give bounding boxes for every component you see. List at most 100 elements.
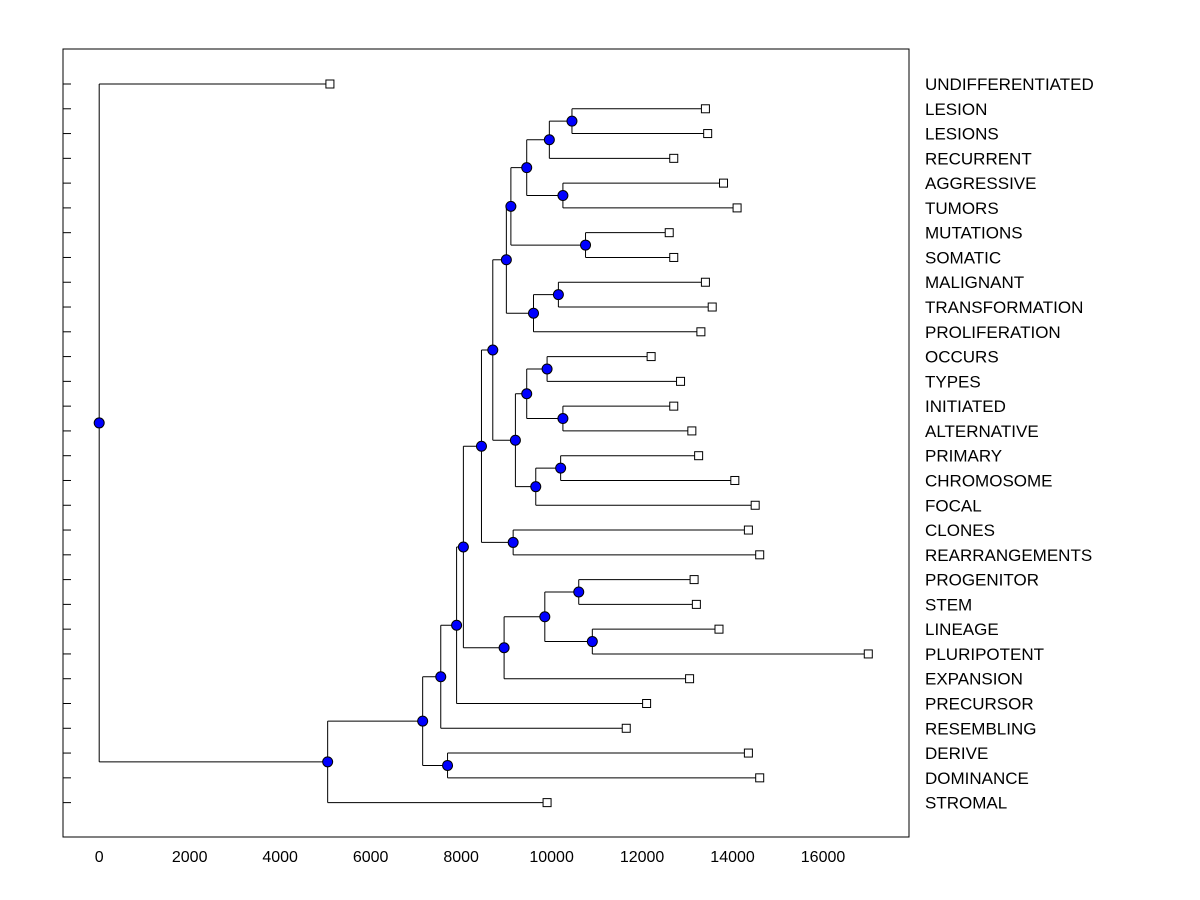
leaf-marker — [676, 376, 686, 386]
leaf-marker — [646, 352, 656, 362]
plot-frame — [62, 48, 910, 838]
leaf-marker — [664, 228, 674, 238]
dendrogram-links — [98, 83, 869, 804]
leaf-label: MUTATIONS — [925, 224, 1023, 243]
leaf-label: STEM — [925, 595, 972, 614]
leaf-label: PRECURSOR — [925, 695, 1034, 714]
leaf-label: PLURIPOTENT — [925, 645, 1044, 664]
leaf-label: LESIONS — [925, 125, 999, 144]
merge-node — [573, 586, 585, 598]
merge-node — [552, 289, 564, 301]
merge-node — [586, 636, 598, 648]
merge-node — [498, 642, 510, 654]
leaf-label: TYPES — [925, 372, 981, 391]
merge-node — [435, 671, 447, 683]
leaf-marker — [691, 599, 701, 609]
leaf-marker — [700, 277, 710, 287]
merge-node — [505, 200, 517, 212]
leaf-label: FOCAL — [925, 496, 982, 515]
leaf-label: CLONES — [925, 521, 995, 540]
x-tick-label: 12000 — [620, 849, 665, 866]
merge-nodes — [93, 115, 598, 771]
merge-node — [451, 619, 463, 631]
leaf-marker — [714, 624, 724, 634]
leaf-label: MALIGNANT — [925, 273, 1024, 292]
leaf-label: TUMORS — [925, 199, 999, 218]
merge-node — [528, 307, 540, 319]
merge-node — [507, 536, 519, 548]
leaf-marker — [689, 575, 699, 585]
leaf-label: RESEMBLING — [925, 719, 1036, 738]
leaf-marker — [719, 178, 729, 188]
leaf-marker — [669, 401, 679, 411]
leaf-label: STROMAL — [925, 794, 1007, 813]
merge-node — [555, 462, 567, 474]
x-tick-label: 10000 — [529, 849, 574, 866]
leaf-marker — [669, 252, 679, 262]
leaf-label: ALTERNATIVE — [925, 422, 1039, 441]
merge-node — [322, 756, 334, 768]
leaf-label: INITIATED — [925, 397, 1006, 416]
leaf-marker — [687, 426, 697, 436]
leaf-label: AGGRESSIVE — [925, 174, 1036, 193]
leaf-marker — [732, 203, 742, 213]
merge-node — [500, 254, 512, 266]
merge-node — [93, 417, 105, 429]
leaf-marker — [863, 649, 873, 659]
leaf-marker — [669, 153, 679, 163]
leaf-label: PROLIFERATION — [925, 323, 1061, 342]
leaf-markers — [325, 79, 873, 808]
x-tick-label: 16000 — [801, 849, 846, 866]
merge-node — [509, 434, 521, 446]
leaf-marker — [743, 525, 753, 535]
leaf-marker — [685, 674, 695, 684]
leaf-marker — [703, 129, 713, 139]
x-tick-label: 8000 — [443, 849, 479, 866]
leaf-marker — [542, 798, 552, 808]
leaf-marker — [700, 104, 710, 114]
leaf-marker — [730, 475, 740, 485]
x-tick-label: 2000 — [172, 849, 208, 866]
leaf-marker — [755, 773, 765, 783]
leaf-marker — [750, 500, 760, 510]
merge-node — [557, 190, 569, 202]
leaf-label: DOMINANCE — [925, 769, 1029, 788]
merge-node — [442, 759, 454, 771]
merge-node — [475, 440, 487, 452]
leaf-marker — [325, 79, 335, 89]
merge-node — [539, 611, 551, 623]
leaf-labels: UNDIFFERENTIATED LESION LESIONS RECURRENT AG… — [925, 75, 1094, 813]
merge-node — [530, 481, 542, 493]
merge-node — [580, 239, 592, 251]
merge-node — [543, 134, 555, 146]
leaf-label: LINEAGE — [925, 620, 999, 639]
leaf-label: EXPANSION — [925, 670, 1023, 689]
merge-node — [417, 715, 429, 727]
leaf-label: PROGENITOR — [925, 571, 1039, 590]
merge-node — [541, 363, 553, 375]
merge-node — [457, 541, 469, 553]
merge-node — [521, 162, 533, 174]
x-tick-label: 0 — [95, 849, 104, 866]
leaf-label: CHROMOSOME — [925, 471, 1053, 490]
y-ticks — [63, 83, 71, 804]
leaf-marker — [621, 723, 631, 733]
leaf-marker — [707, 302, 717, 312]
x-tick-label: 14000 — [710, 849, 755, 866]
leaf-marker — [694, 451, 704, 461]
leaf-label: SOMATIC — [925, 248, 1001, 267]
merge-node — [557, 413, 569, 425]
leaf-label: REARRANGEMENTS — [925, 546, 1092, 565]
leaf-label: LESION — [925, 100, 987, 119]
x-tick-label: 4000 — [262, 849, 298, 866]
leaf-label: TRANSFORMATION — [925, 298, 1083, 317]
x-axis: 0 2000 4000 6000 8000 10000 12000 14000 16000 — [95, 849, 846, 866]
x-tick-label: 6000 — [353, 849, 389, 866]
leaf-marker — [743, 748, 753, 758]
leaf-label: RECURRENT — [925, 149, 1032, 168]
leaf-marker — [755, 550, 765, 560]
leaf-label: OCCURS — [925, 348, 999, 367]
merge-node — [521, 388, 533, 400]
leaf-label: PRIMARY — [925, 447, 1002, 466]
